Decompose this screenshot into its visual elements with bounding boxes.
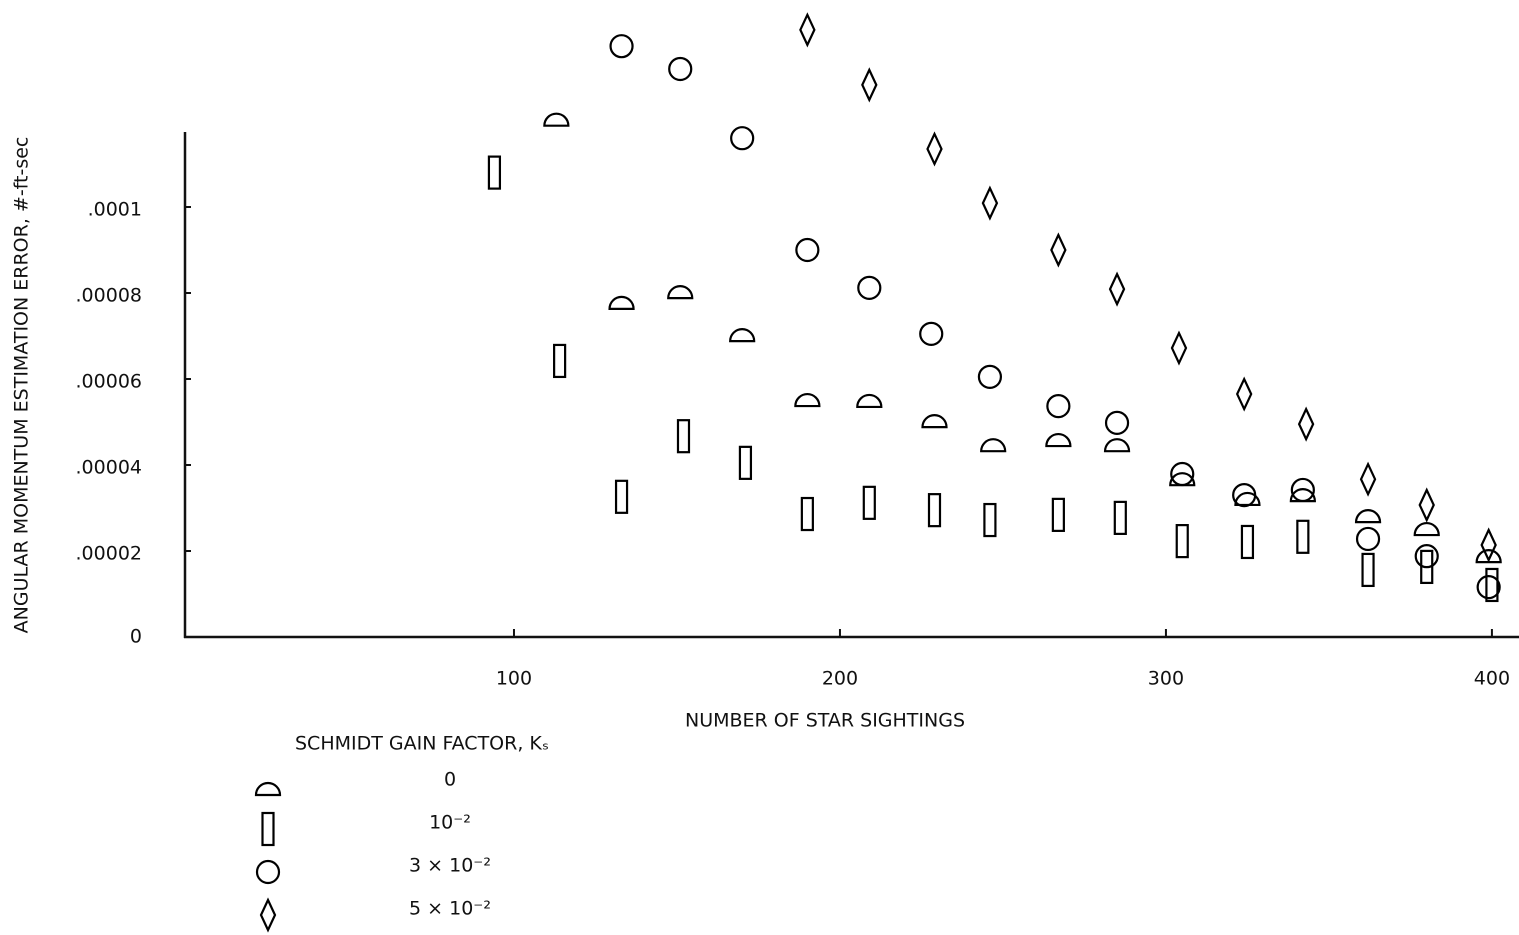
point: [862, 485, 876, 520]
point: [487, 155, 502, 190]
point: [553, 343, 567, 379]
legend-marker: [261, 811, 275, 847]
point: [608, 295, 635, 310]
legend-marker: [259, 897, 277, 933]
point: [738, 445, 753, 480]
point: [1354, 509, 1382, 524]
point: [919, 321, 944, 346]
point: [1232, 483, 1257, 508]
point: [676, 419, 691, 454]
point: [1413, 521, 1440, 537]
point: [861, 67, 878, 103]
point: [1297, 406, 1315, 442]
y-tick-label: .00002: [76, 543, 142, 565]
point: [1050, 232, 1067, 268]
legend-marker: [255, 859, 281, 885]
point: [857, 275, 882, 300]
y-tick-label: 0: [130, 626, 142, 648]
point: [1169, 472, 1196, 487]
point: [1290, 477, 1315, 503]
point: [1234, 491, 1261, 507]
legend-label: 3 × 10⁻²: [409, 855, 491, 877]
point: [1476, 575, 1501, 600]
point: [668, 56, 693, 82]
legend-label: 5 × 10⁻²: [409, 898, 491, 920]
legend-label: 0: [444, 769, 456, 791]
point: [977, 364, 1003, 389]
point: [1170, 461, 1195, 487]
point: [927, 493, 942, 528]
legend-title: SCHMIDT GAIN FACTOR, Kₛ: [295, 733, 549, 755]
point: [795, 237, 820, 263]
point: [1418, 487, 1435, 523]
point: [980, 438, 1007, 453]
point: [1240, 524, 1255, 560]
legend-label: 10⁻²: [429, 812, 471, 834]
y-tick-label: .00006: [76, 371, 142, 393]
point: [614, 479, 629, 514]
point: [1104, 410, 1130, 435]
point: [1475, 549, 1502, 564]
x-tick-label: 200: [822, 668, 858, 690]
point: [1414, 544, 1439, 569]
point: [1289, 487, 1316, 503]
point: [1046, 393, 1071, 419]
y-tick-label: .00008: [76, 285, 142, 307]
point: [1355, 526, 1381, 552]
point: [921, 414, 948, 429]
x-axis-label: NUMBER OF STAR SIGHTINGS: [685, 710, 965, 732]
point: [1045, 432, 1072, 448]
y-tick-label: .00004: [76, 457, 142, 479]
point: [1359, 461, 1377, 497]
point: [729, 328, 756, 343]
point: [1170, 330, 1188, 366]
x-tick-label: 100: [496, 668, 532, 690]
legend-marker: [254, 781, 282, 797]
point: [794, 392, 821, 408]
point: [983, 502, 997, 538]
point: [730, 126, 755, 151]
point: [799, 12, 816, 48]
point: [1235, 376, 1253, 412]
point: [1103, 438, 1131, 453]
point: [1485, 567, 1499, 603]
x-tick-label: 300: [1148, 668, 1184, 690]
point: [1051, 497, 1065, 532]
point: [543, 112, 570, 127]
point: [926, 131, 943, 167]
point: [981, 185, 999, 221]
point: [667, 285, 694, 300]
point: [856, 393, 883, 409]
point: [1296, 519, 1310, 554]
point: [609, 34, 634, 59]
point: [1175, 524, 1189, 559]
y-tick-label: .0001: [88, 199, 142, 221]
point: [1361, 552, 1375, 588]
point: [800, 496, 814, 532]
point: [1108, 271, 1126, 307]
point: [1480, 527, 1497, 563]
point: [1113, 500, 1127, 535]
x-tick-label: 400: [1474, 668, 1510, 690]
y-axis-label: ANGULAR MOMENTUM ESTIMATION ERROR, #-ft-…: [11, 137, 33, 634]
